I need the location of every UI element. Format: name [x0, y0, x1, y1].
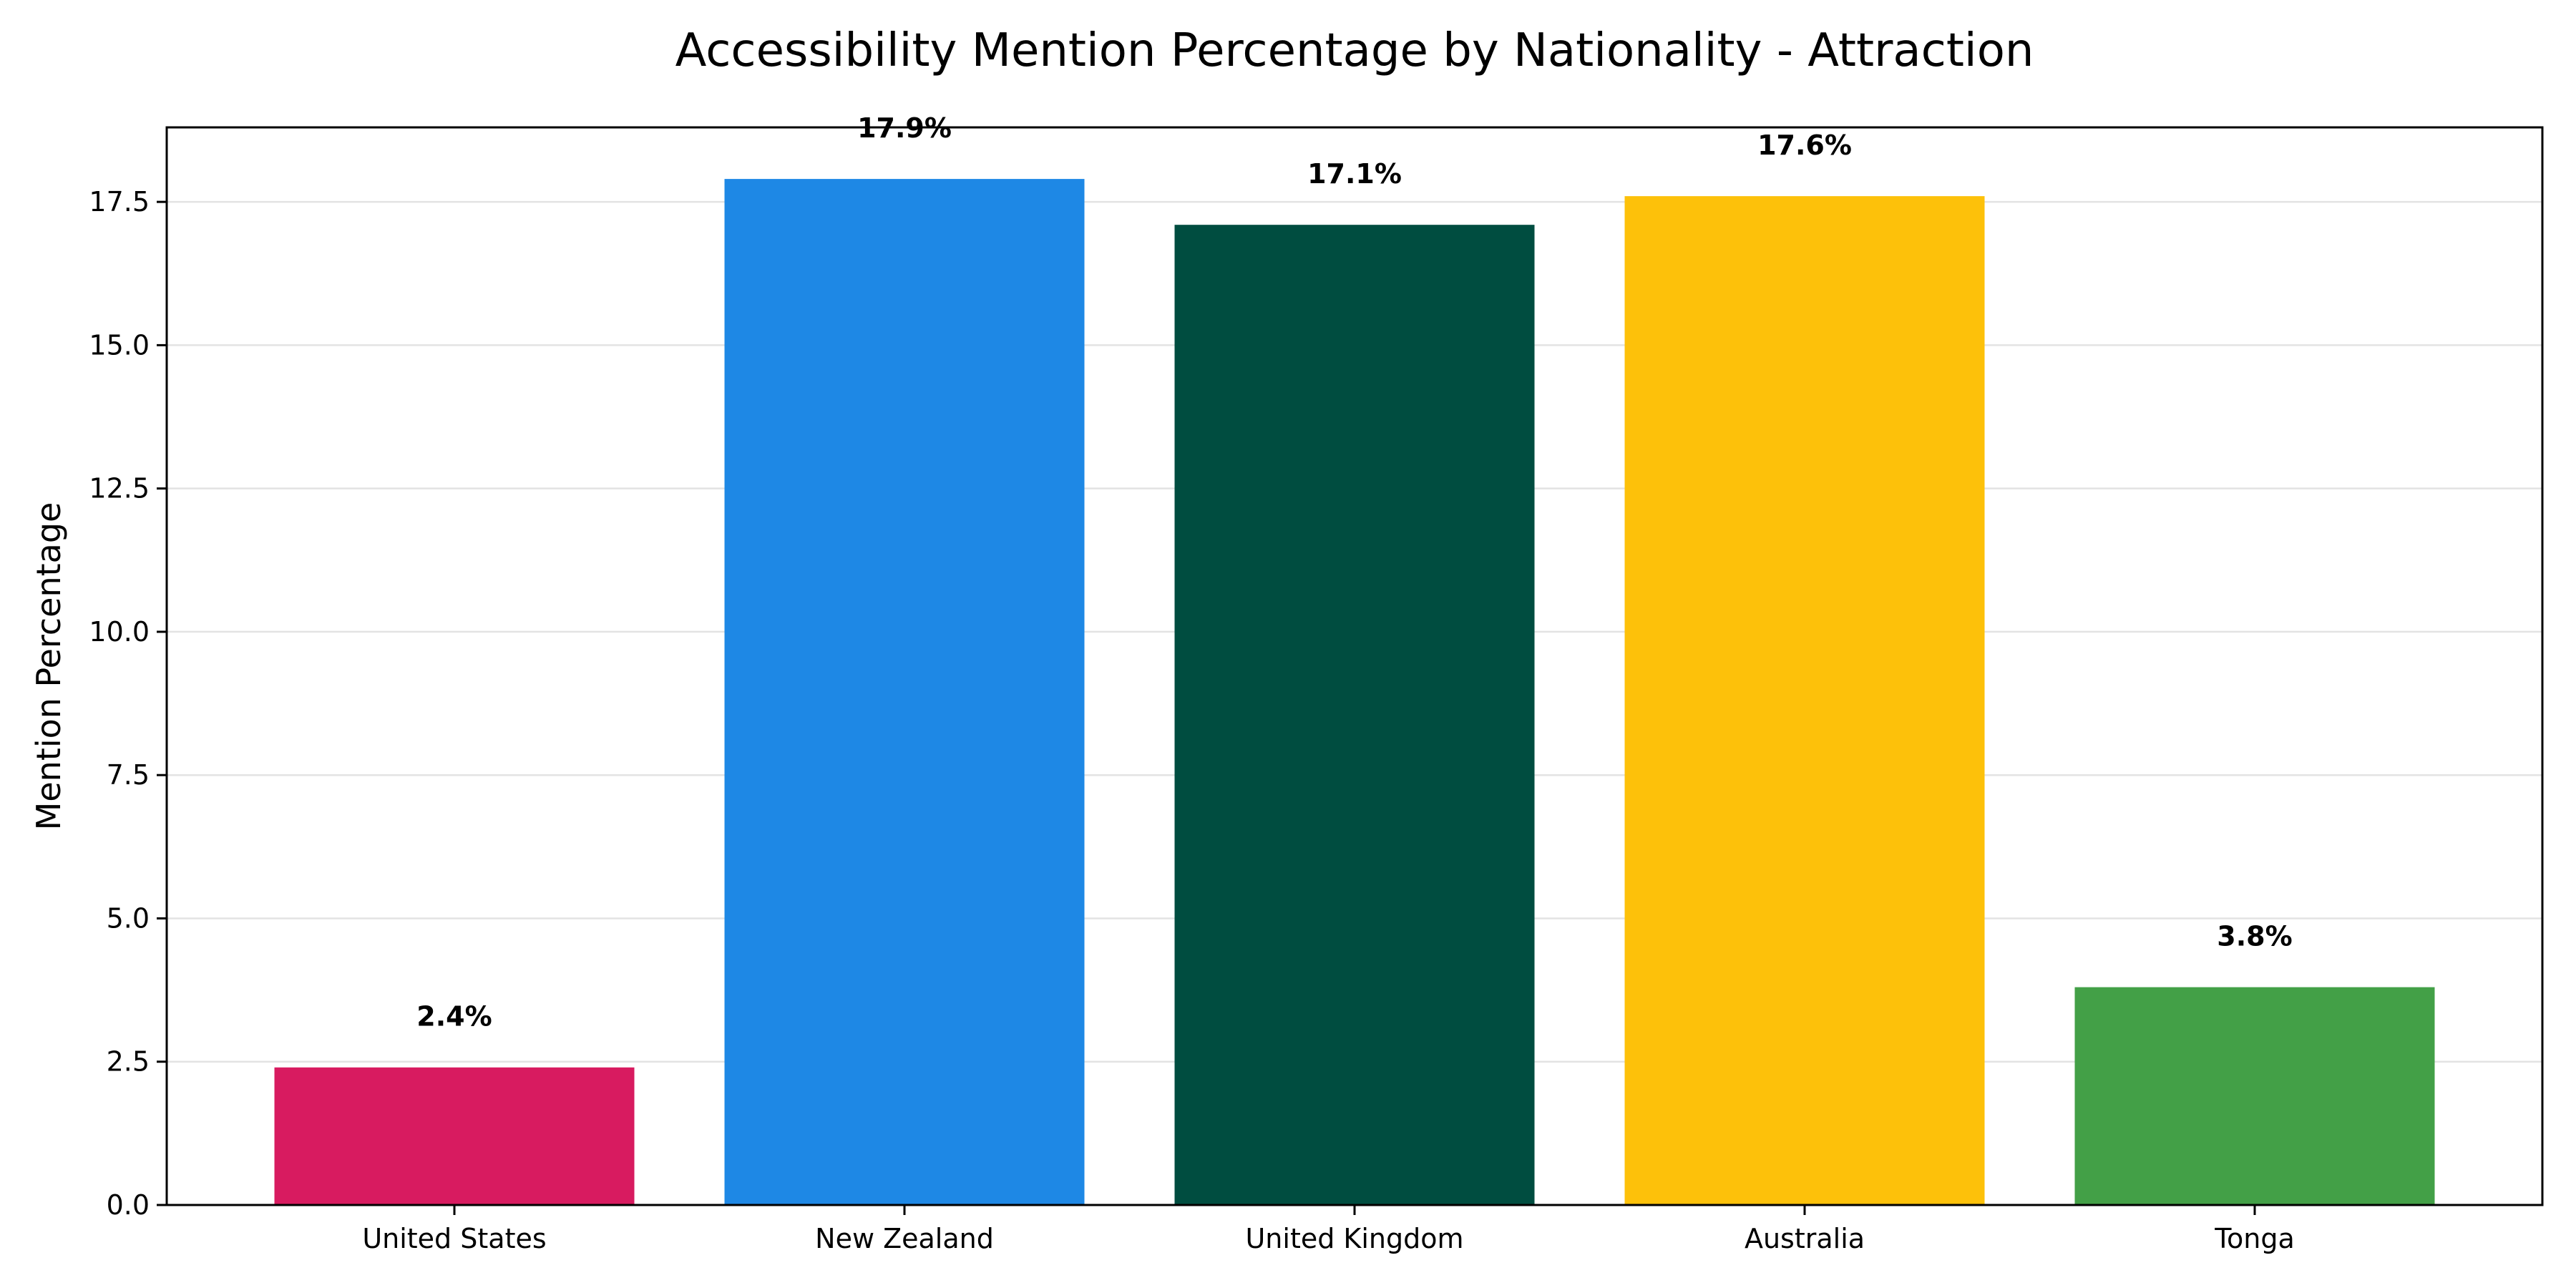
y-tick-label: 7.5	[107, 759, 150, 791]
x-tick-label: United States	[362, 1223, 546, 1254]
x-axis-ticks: United States New Zealand United Kingdom Au…	[362, 1205, 2295, 1254]
x-tick-label: Australia	[1745, 1223, 1865, 1254]
x-tick-label: Tonga	[2214, 1223, 2295, 1254]
y-axis-label: Mention Percentage	[29, 502, 68, 831]
x-tick-label: United Kingdom	[1245, 1223, 1463, 1254]
bar-value-label: 17.1%	[1307, 158, 1402, 190]
bar-value-label: 2.4%	[416, 1001, 492, 1033]
bar-value-label: 17.9%	[857, 112, 952, 144]
y-tick-label: 2.5	[107, 1046, 150, 1078]
y-tick-label: 15.0	[89, 329, 150, 361]
bar-value-labels: 2.4% 17.9% 17.1% 17.6% 3.8%	[416, 112, 2292, 1033]
bar-value-label: 17.6%	[1757, 130, 1852, 161]
bar-tonga	[2074, 987, 2435, 1205]
bar-united-states	[274, 1067, 635, 1205]
y-tick-label: 5.0	[107, 902, 150, 934]
bars	[274, 179, 2435, 1206]
y-tick-label: 17.5	[89, 186, 150, 218]
y-tick-label: 0.0	[107, 1189, 150, 1221]
x-tick-label: New Zealand	[815, 1223, 994, 1254]
y-axis-ticks: 0.0 2.5 5.0 7.5 10.0 12.5 15.0 17.5	[89, 186, 167, 1221]
y-tick-label: 10.0	[89, 616, 150, 648]
chart-title: Accessibility Mention Percentage by Nati…	[675, 24, 2034, 77]
bar-united-kingdom	[1174, 225, 1535, 1205]
bar-australia	[1624, 196, 1985, 1205]
y-tick-label: 12.5	[89, 473, 150, 504]
bar-new-zealand	[724, 179, 1085, 1206]
bar-value-label: 3.8%	[2217, 921, 2292, 952]
